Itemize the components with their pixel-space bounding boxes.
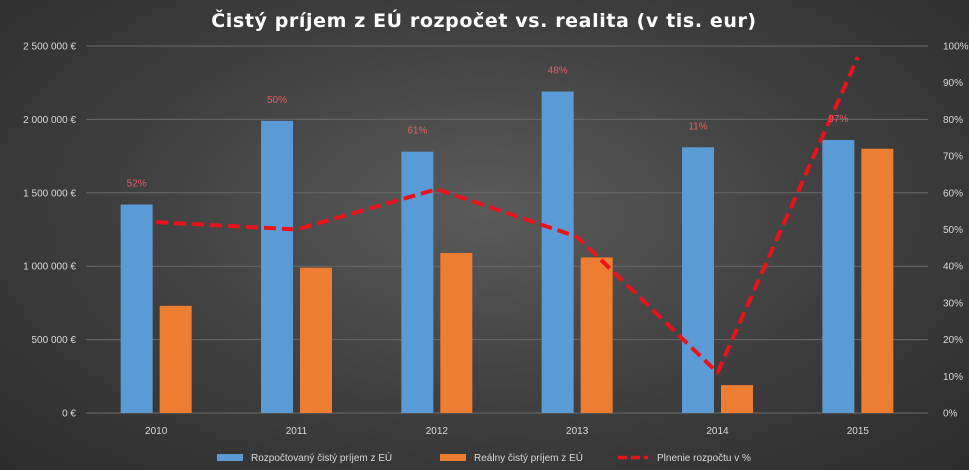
bars — [120, 91, 894, 414]
bar-real — [580, 257, 613, 413]
y-left-tick-label: 500 000 € — [32, 335, 77, 346]
y-right-tick-label: 10% — [943, 372, 963, 383]
y-right-tick-label: 70% — [943, 152, 963, 163]
bar-budget — [261, 120, 293, 414]
percent-data-label: 48% — [548, 66, 568, 77]
bar-budget — [682, 147, 714, 414]
bar-real — [440, 252, 473, 413]
percent-data-label: 11% — [688, 121, 707, 132]
y-right-tick-label: 40% — [943, 262, 963, 273]
legend-swatch-real — [440, 454, 466, 461]
y-left-tick-label: 2 500 000 € — [23, 42, 76, 53]
bar-real — [721, 385, 753, 413]
bar-real — [159, 305, 192, 413]
gridlines — [86, 45, 928, 414]
legend-item-percent[interactable]: Plnenie rozpočtu v % — [618, 453, 751, 464]
chart-title: Čistý príjem z EÚ rozpočet vs. realita (… — [211, 8, 756, 32]
x-tick-label: 2011 — [286, 426, 308, 437]
y-right-tick-label: 0% — [943, 409, 958, 420]
legend-item-budget[interactable]: Rozpočtovaný čistý príjem z EÚ — [217, 451, 392, 464]
y-right-tick-label: 90% — [943, 78, 963, 89]
legend-label-real: Reálny čistý príjem z EÚ — [474, 451, 583, 464]
x-axis: 2010 2011 2012 2013 2014 2015 — [145, 426, 869, 437]
bar-real — [300, 267, 332, 413]
bar-budget — [120, 204, 153, 413]
y-left-tick-label: 1 000 000 € — [23, 262, 76, 273]
y-right-tick-label: 60% — [943, 188, 963, 199]
y-left-tick-label: 1 500 000 € — [23, 188, 76, 199]
x-tick-label: 2013 — [566, 426, 589, 437]
percent-data-label: 61% — [407, 126, 427, 137]
y-right-tick-label: 30% — [943, 298, 963, 309]
y-right-tick-label: 50% — [943, 225, 963, 236]
legend-label-percent: Plnenie rozpočtu v % — [657, 453, 751, 464]
percent-data-label: 50% — [267, 95, 287, 106]
percent-labels: 52% 50% 61% 48% 11% 97% — [127, 66, 849, 190]
bar-budget — [541, 91, 574, 414]
x-tick-label: 2012 — [426, 426, 449, 437]
legend-item-real[interactable]: Reálny čistý príjem z EÚ — [440, 451, 583, 464]
legend-swatch-budget — [217, 454, 243, 461]
percent-data-label: 52% — [127, 179, 147, 190]
legend: Rozpočtovaný čistý príjem z EÚ Reálny či… — [217, 451, 751, 464]
y-right-tick-label: 100% — [943, 42, 969, 53]
percent-line — [156, 56, 860, 375]
left-axis: 0 € 500 000 € 1 000 000 € 1 500 000 € 2 000 … — [23, 42, 76, 420]
percent-data-label: 97% — [828, 114, 848, 125]
legend-label-budget: Rozpočtovaný čistý príjem z EÚ — [251, 451, 392, 464]
bar-budget — [401, 151, 434, 414]
y-left-tick-label: 2 000 000 € — [23, 115, 76, 126]
x-tick-label: 2010 — [145, 426, 168, 437]
bar-budget — [822, 139, 855, 413]
y-right-tick-label: 20% — [943, 335, 963, 346]
y-right-tick-label: 80% — [943, 115, 963, 126]
y-left-tick-label: 0 € — [62, 409, 76, 420]
percent-line-path — [156, 56, 860, 375]
x-tick-label: 2015 — [847, 426, 870, 437]
x-tick-label: 2014 — [706, 426, 729, 437]
right-axis: 0% 10% 20% 30% 40% 50% 60% 70% 80% 90% 100% — [943, 42, 969, 420]
bar-real — [861, 148, 894, 413]
